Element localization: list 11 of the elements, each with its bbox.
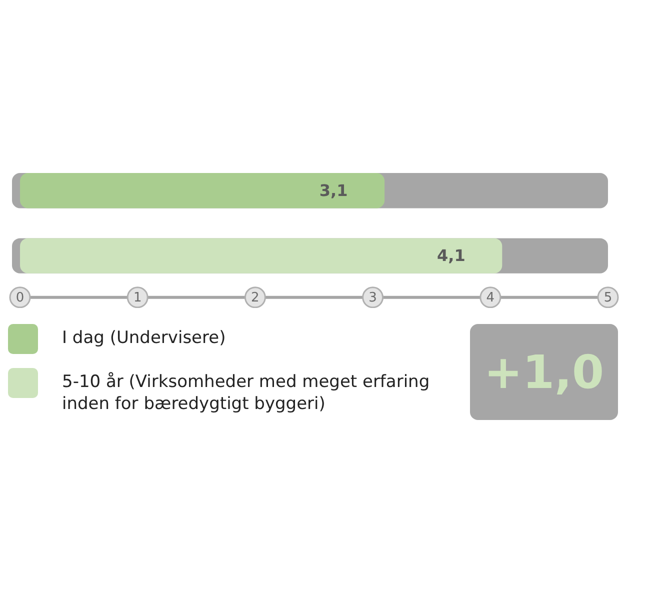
legend-label: I dag (Undervisere)	[62, 327, 227, 349]
x-tick-label: 0	[16, 290, 24, 306]
x-tick-label: 5	[604, 290, 612, 306]
x-tick-label: 3	[368, 290, 377, 306]
x-tick-label: 2	[251, 290, 260, 306]
x-tick-label: 4	[486, 290, 495, 306]
legend-label: 5-10 år (Virksomheder med meget erfaring inden for bæredygtigt byggeri)	[62, 371, 431, 415]
text: +1,0	[470, 324, 618, 420]
x-tick-label: 1	[133, 290, 142, 306]
data-label: 3,1	[319, 180, 348, 200]
data-label: 4,1	[436, 246, 466, 265]
